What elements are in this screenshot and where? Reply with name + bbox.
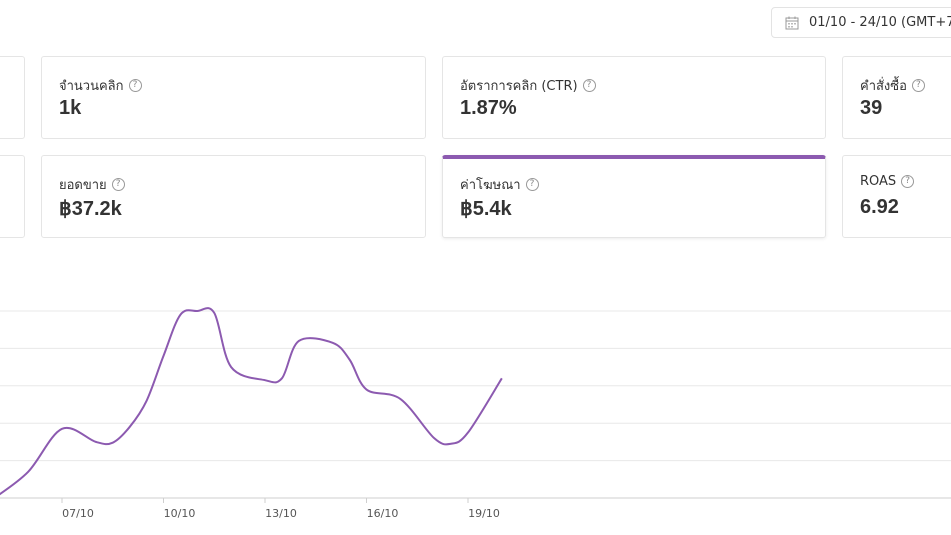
metric-label: อัตราการคลิก (CTR) ?: [460, 75, 596, 96]
help-icon[interactable]: ?: [111, 178, 125, 191]
metric-value: 6.92: [860, 196, 899, 218]
metric-card-clicks[interactable]: จำนวนคลิก ? 1k: [41, 56, 426, 139]
help-icon[interactable]: ?: [582, 79, 596, 92]
chart-grid: [0, 310, 951, 499]
metric-card-roas[interactable]: ROAS ? 6.92: [842, 155, 951, 238]
x-tick-label: 10/10: [164, 507, 196, 520]
metric-label: คำสั่งซื้อ ?: [860, 75, 925, 96]
metric-value: ฿37.2k: [59, 198, 122, 220]
metric-card-partial-bottom[interactable]: [0, 155, 25, 238]
metric-label: จำนวนคลิก ?: [59, 75, 142, 96]
metric-value: ฿5.4k: [460, 198, 512, 220]
calendar-icon: [785, 16, 799, 30]
metric-value: 39: [860, 97, 883, 119]
metric-value: 1.87%: [460, 97, 517, 119]
help-icon[interactable]: ?: [525, 178, 539, 191]
date-range-picker[interactable]: 01/10 - 24/10 (GMT+7): [771, 7, 951, 38]
metric-card-sales[interactable]: ยอดขาย ? ฿37.2k: [41, 155, 426, 238]
metric-value: 1k: [59, 97, 82, 119]
x-tick-label: 13/10: [265, 507, 297, 520]
x-tick-label: 16/10: [367, 507, 399, 520]
metric-label: ROAS ?: [860, 174, 915, 189]
date-range-label: 01/10 - 24/10 (GMT+7): [809, 15, 951, 30]
metric-card-ctr[interactable]: อัตราการคลิก (CTR) ? 1.87%: [442, 56, 826, 139]
x-tick-label: 19/10: [468, 507, 500, 520]
metric-card-ad-spend[interactable]: ค่าโฆษณา ? ฿5.4k: [442, 155, 826, 238]
help-icon[interactable]: ?: [901, 175, 915, 188]
metric-card-partial-top[interactable]: [0, 56, 25, 139]
ad-spend-line-chart: 07/10 10/10 13/10 16/10 19/10: [0, 307, 951, 520]
metric-label: ยอดขาย ?: [59, 174, 125, 195]
help-icon[interactable]: ?: [128, 79, 142, 92]
series-line: [0, 307, 503, 496]
help-icon[interactable]: ?: [911, 79, 925, 92]
x-tick-label: 07/10: [62, 507, 94, 520]
chart-x-axis: 07/10 10/10 13/10 16/10 19/10: [61, 498, 500, 520]
metric-card-orders[interactable]: คำสั่งซื้อ ? 39: [842, 56, 951, 139]
metric-label: ค่าโฆษณา ?: [460, 174, 539, 195]
